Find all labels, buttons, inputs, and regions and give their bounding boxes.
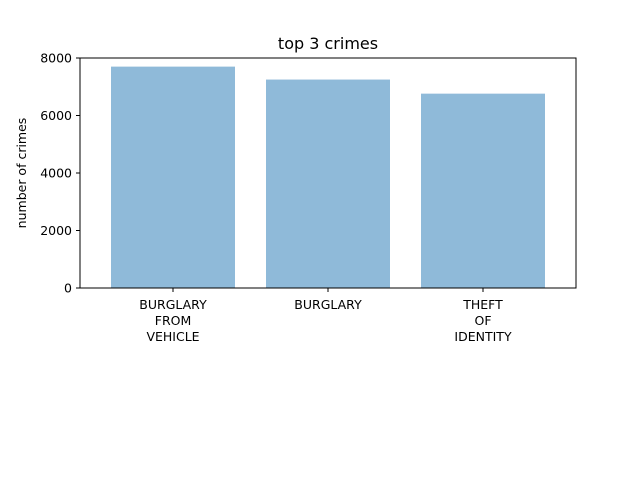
bars-group [111, 66, 545, 289]
x-axis: BURGLARY FROM VEHICLE BURGLARY THEFT OF IDENTI… [139, 288, 512, 344]
x-tick-label-0: BURGLARY FROM VEHICLE [139, 297, 207, 344]
y-tick-label-1: 2000 [40, 223, 72, 238]
y-tick-label-4: 8000 [40, 51, 72, 66]
plot-frame [79, 57, 577, 289]
y-tick-label-0: 0 [64, 281, 72, 296]
bar-0 [111, 66, 235, 288]
x-tick-label-2: THEFT OF IDENTITY [454, 297, 512, 344]
chart-title: top 3 crimes [278, 34, 378, 53]
y-axis-label: number of crimes [14, 118, 29, 229]
bar-2 [421, 93, 545, 289]
y-tick-label-3: 6000 [40, 108, 72, 123]
y-tick-label-2: 4000 [40, 166, 72, 181]
y-axis: 0 2000 4000 6000 8000 [40, 51, 80, 296]
bar-1 [266, 79, 390, 288]
x-tick-label-1: BURGLARY [294, 297, 362, 312]
